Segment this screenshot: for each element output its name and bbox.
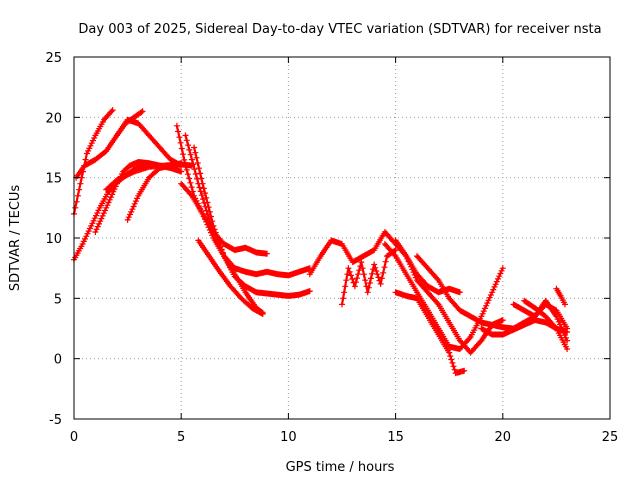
axis-ticks: 0 5 10 15 20 25 -5 0 5 10 15 20 25 — [45, 51, 618, 445]
y-tick-label: 5 — [54, 292, 62, 307]
series-arc-10 — [182, 132, 313, 299]
x-tick-label: 0 — [70, 430, 78, 445]
series-line — [72, 162, 151, 261]
series-arc-22 — [553, 285, 568, 308]
series-arc-9 — [178, 180, 313, 279]
series-markers — [178, 180, 313, 279]
series-markers — [392, 289, 468, 377]
series-markers — [103, 161, 195, 193]
series-arc-17 — [392, 289, 468, 377]
series-arc-14 — [339, 247, 399, 308]
series-arc-12 — [195, 237, 266, 317]
x-tick-label: 15 — [387, 430, 404, 445]
series-markers — [521, 297, 571, 352]
series-arc-11 — [191, 144, 266, 316]
series-arc-21 — [521, 297, 571, 352]
y-tick-label: 20 — [45, 111, 62, 126]
series-line — [180, 182, 311, 277]
x-tick-label: 5 — [177, 430, 185, 445]
y-tick-label: 25 — [45, 51, 62, 66]
series-markers — [113, 116, 185, 169]
y-axis-label: SDTVAR / TECUs — [8, 185, 23, 292]
y-tick-label: 10 — [45, 232, 62, 247]
series-markers — [339, 247, 399, 308]
series-markers — [195, 237, 266, 317]
y-tick-label: 0 — [54, 353, 62, 368]
x-axis-label: GPS time / hours — [286, 460, 395, 475]
y-tick-label: -5 — [49, 413, 62, 428]
data-series — [71, 107, 571, 377]
y-tick-label: 15 — [45, 172, 62, 187]
series-markers — [553, 285, 568, 308]
chart-title: Day 003 of 2025, Sidereal Day-to-day VTE… — [78, 22, 601, 37]
x-tick-label: 20 — [495, 430, 512, 445]
x-tick-label: 10 — [280, 430, 297, 445]
gridlines — [74, 57, 610, 419]
series-arc-7 — [113, 116, 185, 169]
series-arc-20 — [510, 297, 571, 344]
x-tick-label: 25 — [602, 430, 619, 445]
